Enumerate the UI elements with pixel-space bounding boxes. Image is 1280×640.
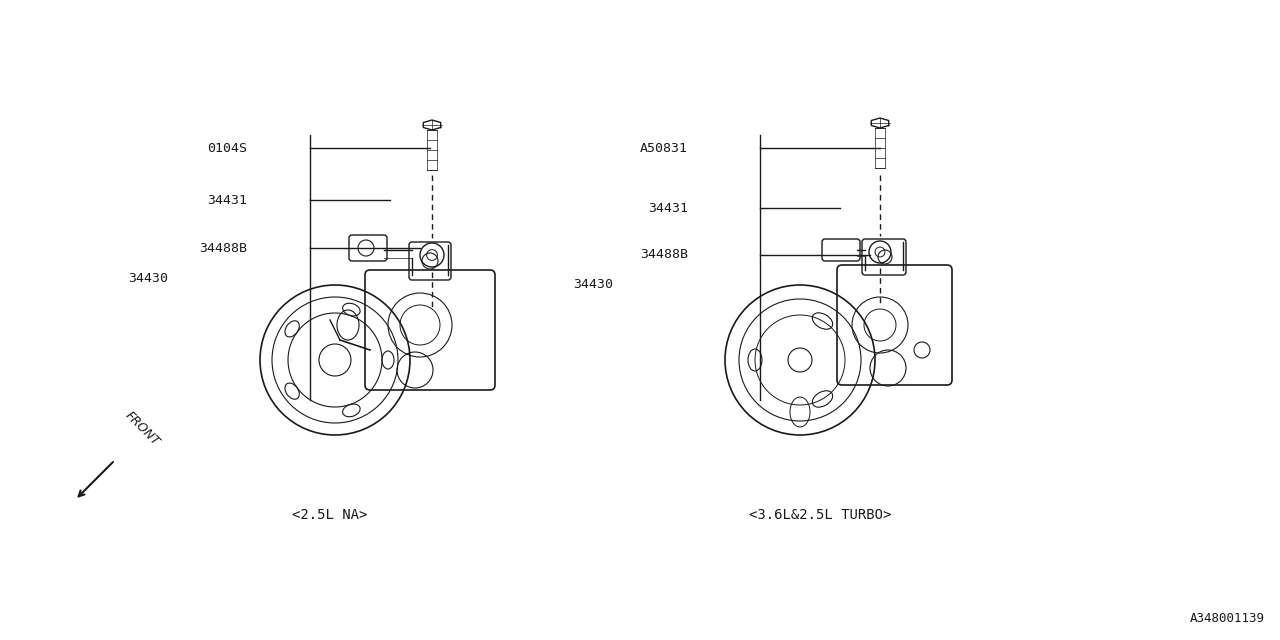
Text: 34488B: 34488B [640,248,689,262]
Text: 0104S: 0104S [207,141,247,154]
Text: <3.6L&2.5L TURBO>: <3.6L&2.5L TURBO> [749,508,891,522]
Text: 34431: 34431 [648,202,689,214]
Text: 34488B: 34488B [198,241,247,255]
Text: A348001139: A348001139 [1190,612,1265,625]
Text: A50831: A50831 [640,141,689,154]
Text: 34430: 34430 [128,271,168,285]
Text: FRONT: FRONT [123,408,163,448]
Text: 34430: 34430 [573,278,613,291]
Text: 34431: 34431 [207,193,247,207]
Text: <2.5L NA>: <2.5L NA> [292,508,367,522]
